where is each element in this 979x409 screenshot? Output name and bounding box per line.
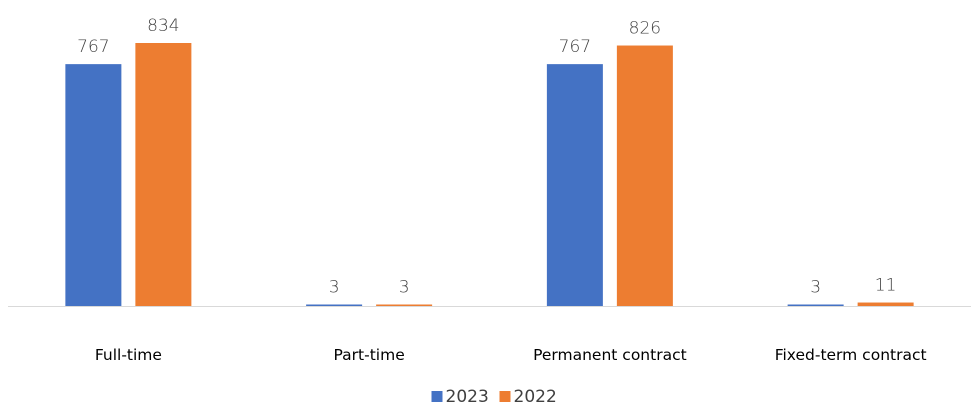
category-label-permanent-contract: Permanent contract [533, 346, 687, 364]
legend: 2023 2022 [431, 387, 557, 407]
legend-swatch-2022 [499, 391, 511, 402]
bar-part-time-2023 [306, 304, 363, 306]
category-label-fixed-term-contract: Fixed-term contract [775, 346, 927, 364]
bar-fixed-term-contract-2023 [787, 304, 844, 306]
data-labels-group: 767 834 3 3 767 826 3 11 [77, 16, 896, 298]
data-label-fixed-term-contract-2022: 11 [875, 276, 897, 296]
bar-full-time-2022 [135, 43, 192, 306]
legend-swatch-2023 [431, 391, 443, 402]
legend-label-2022: 2022 [514, 387, 557, 407]
data-label-full-time-2023: 767 [77, 37, 109, 57]
bar-part-time-2022 [376, 304, 433, 306]
bar-fixed-term-contract-2022 [857, 302, 914, 306]
data-label-part-time-2022: 3 [399, 278, 410, 298]
category-label-part-time: Part-time [334, 346, 405, 364]
data-label-permanent-contract-2023: 767 [559, 37, 591, 57]
bar-permanent-contract-2022 [616, 45, 673, 307]
bars-group [65, 43, 914, 307]
category-labels-group: Full-time Part-time Permanent contract Fixe… [95, 346, 927, 364]
category-label-full-time: Full-time [95, 346, 162, 364]
bar-permanent-contract-2023 [546, 64, 603, 306]
data-label-permanent-contract-2022: 826 [629, 19, 661, 39]
bar-full-time-2023 [65, 64, 122, 306]
data-label-fixed-term-contract-2023: 3 [810, 278, 821, 298]
data-label-part-time-2023: 3 [329, 278, 340, 298]
data-label-full-time-2022: 834 [147, 16, 179, 36]
legend-label-2023: 2023 [446, 387, 489, 407]
